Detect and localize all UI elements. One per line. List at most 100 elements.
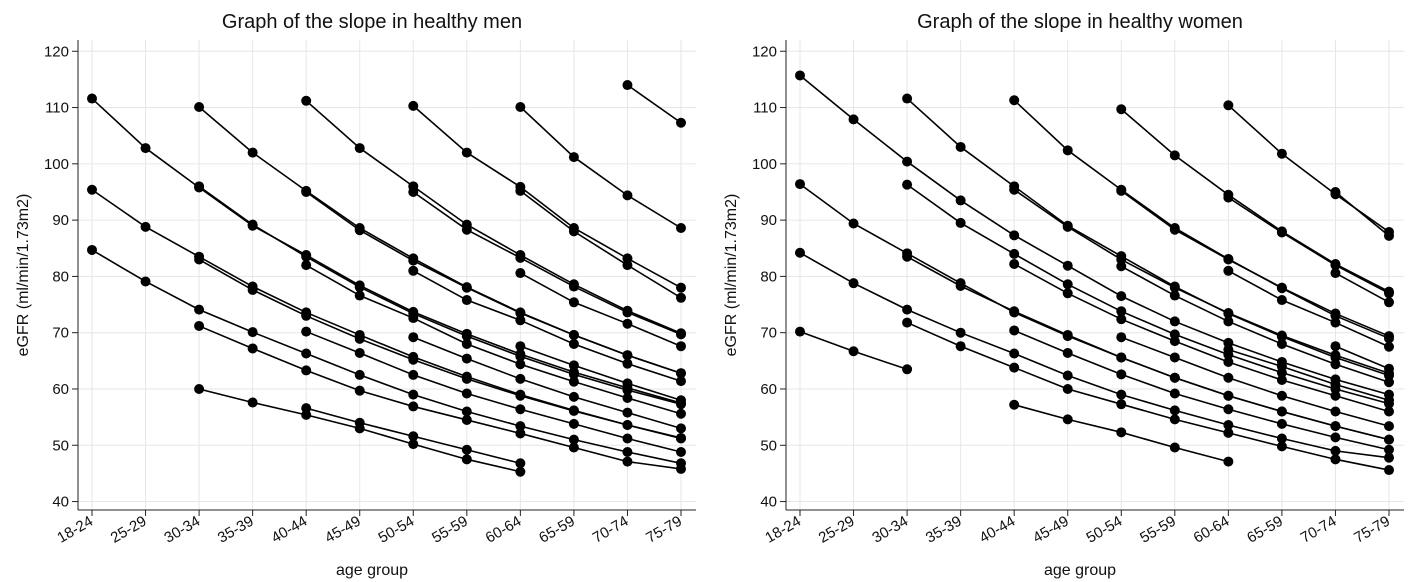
chart-0-series-16-point-9 [568,391,579,402]
chart-1-series-3-point-2 [902,364,913,375]
chart-1-series-10-point-7 [1169,336,1180,347]
chart-0-series-6-point-10 [622,456,633,467]
chart-1-series-2-point-9 [1276,433,1287,444]
chart-1-series-14-point-6 [1116,185,1127,196]
chart-1-series-6-point-6 [1116,352,1127,363]
chart-1-series-23-point-11 [1384,363,1394,374]
chart-0-series-11-point-4 [301,326,312,337]
chart-1-series-19-point-11 [1384,341,1394,352]
chart-0-series-2-point-7 [461,406,472,417]
chart-0-y-tick-label-40: 40 [52,494,69,511]
chart-1-series-12-point-4 [1009,399,1020,410]
chart-0-series-16-point-11 [676,423,686,434]
chart-0-series-16-point-7 [461,353,472,364]
chart-0-series-9-point-9 [568,329,579,340]
chart-1-series-21-point-10 [1330,186,1341,197]
chart-0-series-2-point-2 [194,304,205,315]
chart-1-y-tick-label-50: 50 [760,437,777,454]
chart-1-series-19-line [1227,270,1390,348]
chart-1-series-2-point-6 [1116,389,1127,400]
chart-0-series-17-point-10 [622,190,633,201]
chart-0-series-0-point-0 [87,93,97,104]
chart-1-series-14-point-8 [1223,254,1234,265]
chart-0-series-5-point-5 [354,333,365,344]
chart-1-series-11-point-9 [1276,418,1287,429]
chart-1-series-19-point-9 [1276,295,1287,306]
chart-1-series-9-point-7 [1169,282,1180,293]
chart-0-series-5-line [198,258,682,439]
chart-1-series-8-line [1013,99,1390,340]
chart-0-y-tick-label-70: 70 [52,325,69,342]
chart-1-series-18-line [1227,196,1390,295]
chart-0-series-1-point-1 [140,221,151,232]
chart-1-series-5-point-4 [1009,248,1020,259]
chart-1-series-11-point-7 [1169,388,1180,399]
chart-1-series-6-point-7 [1169,372,1180,383]
chart-0-series-11-point-8 [515,404,526,415]
chart-1-y-tick-label-60: 60 [760,381,777,398]
chart-1-series-10-point-5 [1062,288,1073,299]
chart-1-y-tick-label-40: 40 [760,494,777,511]
chart-1-series-13-point-6 [1116,104,1127,115]
chart-0-series-16-point-10 [622,407,633,418]
chart-1-series-5-point-3 [955,217,966,228]
chart-1-series-7-point-7 [1169,414,1180,425]
chart-1-series-12-point-7 [1169,442,1180,453]
chart-1-series-11-point-11 [1384,444,1394,455]
chart-1-x-tick-label-1: 25-29 [816,513,858,547]
chart-0-y-axis-label: eGFR (ml/min/1.73m2) [15,194,32,357]
chart-0-series-6-point-3 [247,343,258,354]
chart-1-series-20-point-11 [1384,395,1394,406]
chart-0-series-5-point-2 [194,254,205,265]
chart-1-series-9-line [1013,189,1390,374]
chart-0-series-15-point-6 [408,265,419,276]
chart-0-series-10-point-11 [676,408,686,419]
chart-1-series-1-point-0 [795,179,805,190]
chart-1-x-tick-label-5: 45-49 [1030,513,1072,547]
chart-1-x-tick-label-7: 55-59 [1137,513,1179,547]
chart-1-series-2-point-4 [1009,348,1020,359]
chart-1-series-10-line [1013,263,1390,413]
chart-0-series-19-point-9 [568,297,579,308]
chart-1-series-21-point-11 [1384,230,1394,241]
chart-1-series-4-point-2 [902,93,913,104]
chart-1-series-8-point-4 [1009,95,1020,106]
chart-1-series-12-point-6 [1116,427,1127,438]
chart-1-series-22-line [1335,272,1390,304]
chart-1-series-2-point-8 [1223,420,1234,431]
chart-1-series-16-point-9 [1276,390,1287,401]
chart-0-series-2-line [91,249,682,465]
chart-0-x-tick-label-3: 35-39 [215,513,257,547]
chart-1-series-22-point-11 [1384,297,1394,308]
chart-0-series-5-point-3 [247,284,258,295]
chart-1-series-2-point-2 [902,304,913,315]
chart-0-series-12-point-6 [408,431,419,442]
chart-1-series-7-point-2 [902,317,913,328]
chart-1-series-2-point-3 [955,327,966,338]
chart-1-series-18-point-11 [1384,288,1394,299]
chart-0-title: Graph of the slope in healthy men [222,11,522,33]
chart-0-series-17-point-8 [515,101,526,112]
chart-0-series-5-point-10 [622,420,633,431]
chart-0-series-2-point-5 [354,369,365,380]
chart-1-series-9-point-4 [1009,184,1020,195]
chart-1-series-15-point-6 [1116,261,1127,272]
chart-1-series-12-point-5 [1062,414,1073,425]
chart-1-series-23-point-10 [1330,341,1341,352]
chart-0-series-13-line [412,105,682,289]
chart-1-series-9-point-9 [1276,330,1287,341]
chart-1-series-15-point-8 [1223,316,1234,327]
chart-1-series-6-point-2 [902,251,913,262]
chart-1-series-0-line [799,74,1390,396]
chart-0-series-7-point-6 [408,439,419,450]
chart-0-series-4-line [198,185,682,405]
chart-1-series-3-point-1 [848,346,859,357]
chart-1-series-6-point-5 [1062,329,1073,340]
chart-1-series-4-line [906,97,1390,377]
chart-1-series-2-point-0 [795,247,805,258]
chart-1-series-15-point-9 [1276,338,1287,349]
chart-1-series-14-point-9 [1276,282,1287,293]
chart-1-series-6-line [906,256,1390,441]
chart-1-series-2-point-11 [1384,452,1394,463]
chart-1-x-tick-label-8: 60-64 [1191,513,1233,547]
